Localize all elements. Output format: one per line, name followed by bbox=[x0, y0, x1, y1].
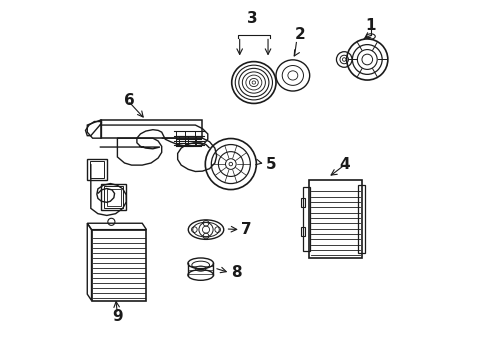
Text: 4: 4 bbox=[339, 157, 349, 172]
Bar bbox=[87, 159, 107, 180]
Bar bbox=[301, 198, 305, 207]
Bar bbox=[90, 161, 104, 177]
Bar bbox=[104, 186, 123, 208]
Text: 5: 5 bbox=[266, 157, 277, 172]
Bar bbox=[303, 187, 310, 251]
Text: 3: 3 bbox=[247, 11, 257, 26]
Bar bbox=[301, 227, 305, 236]
Text: 2: 2 bbox=[294, 27, 305, 42]
Bar bbox=[309, 180, 362, 258]
Text: 7: 7 bbox=[242, 222, 252, 237]
Bar bbox=[92, 230, 147, 301]
Text: 9: 9 bbox=[112, 309, 122, 324]
Bar bbox=[358, 185, 365, 253]
Text: 8: 8 bbox=[231, 265, 242, 280]
Bar bbox=[101, 184, 126, 210]
Text: 1: 1 bbox=[366, 18, 376, 33]
Bar bbox=[107, 189, 121, 206]
Text: 6: 6 bbox=[124, 93, 135, 108]
Bar bbox=[101, 120, 202, 138]
